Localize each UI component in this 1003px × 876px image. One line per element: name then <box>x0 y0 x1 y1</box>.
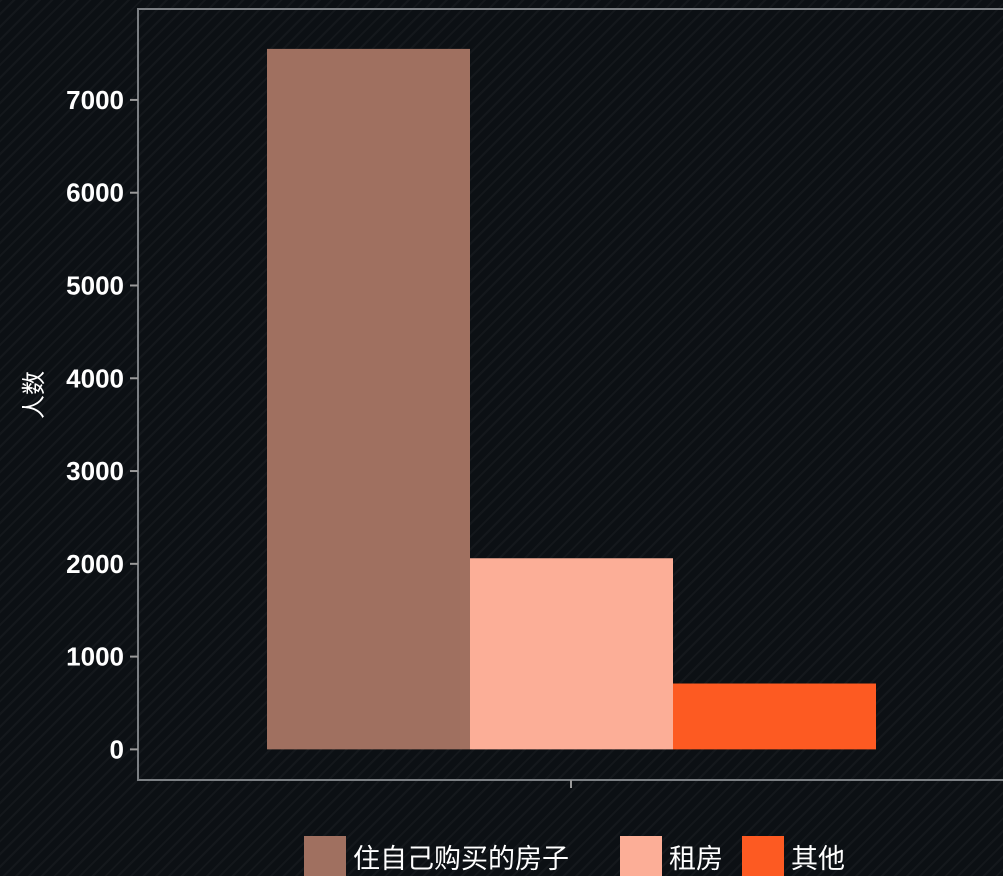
y-tick-label: 5000 <box>66 270 124 300</box>
bar <box>267 48 470 750</box>
legend-label: 其他 <box>791 844 845 875</box>
y-tick-label: 0 <box>110 734 124 764</box>
y-tick-label: 7000 <box>66 85 124 115</box>
bar <box>673 683 876 750</box>
y-axis-title: 人数 <box>20 371 48 419</box>
y-tick-label: 4000 <box>66 363 124 393</box>
plot-panel <box>137 8 1003 781</box>
y-axis: 0 1000 2000 3000 4000 5000 6000 7000 <box>66 85 138 764</box>
legend: 住自己购买的房子 租房 其他 <box>304 836 845 876</box>
legend-label: 住自己购买的房子 <box>353 844 569 875</box>
legend-key <box>304 836 346 876</box>
y-tick-label: 2000 <box>66 549 124 579</box>
bar <box>470 558 673 750</box>
legend-label: 租房 <box>669 844 723 875</box>
legend-key <box>742 836 784 876</box>
bars <box>267 48 876 750</box>
y-tick-label: 1000 <box>66 642 124 672</box>
y-tick-label: 6000 <box>66 178 124 208</box>
y-tick-label: 3000 <box>66 456 124 486</box>
legend-key <box>620 836 662 876</box>
